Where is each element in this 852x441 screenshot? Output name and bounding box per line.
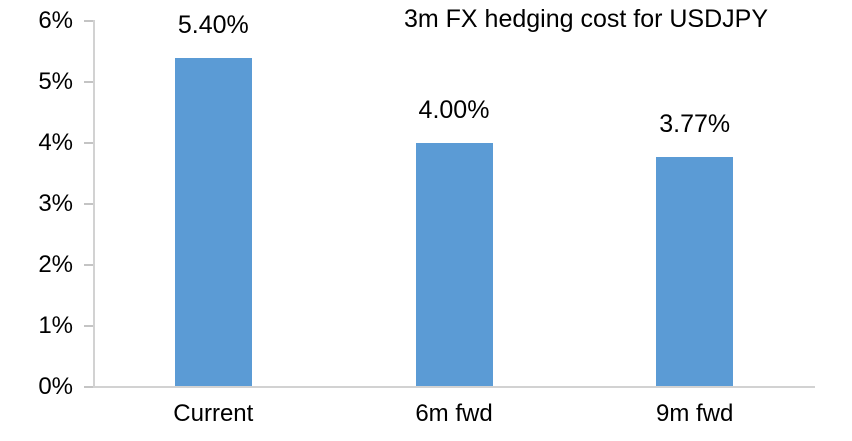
bar-value-label: 5.40% (177, 10, 249, 39)
y-axis-line (93, 20, 95, 387)
x-axis-line (93, 386, 815, 388)
y-axis-tick (84, 142, 93, 144)
y-axis-tick (84, 386, 93, 388)
category-label: Current (173, 400, 254, 427)
y-tick-label: 1% (38, 312, 73, 339)
y-tick-label: 4% (38, 129, 73, 156)
bar (174, 57, 252, 386)
y-tick-label: 2% (38, 251, 73, 278)
bar-value-label: 4.00% (418, 96, 490, 124)
bar-value-label: 3.77% (659, 110, 731, 138)
y-tick-label: 6% (38, 7, 73, 34)
bar (415, 143, 493, 386)
chart-title: 3m FX hedging cost for USDJPY (403, 5, 769, 33)
y-axis-tick (84, 203, 93, 205)
y-axis-tick (84, 81, 93, 83)
category-label: 6m fwd (415, 400, 493, 427)
y-axis-tick (84, 264, 93, 266)
bar (656, 157, 734, 386)
category-label: 9m fwd (656, 400, 734, 427)
y-axis-tick (84, 20, 93, 22)
y-tick-label: 0% (38, 373, 73, 400)
y-axis-tick (84, 325, 93, 327)
y-tick-label: 5% (38, 68, 73, 95)
y-tick-label: 3% (38, 190, 73, 217)
